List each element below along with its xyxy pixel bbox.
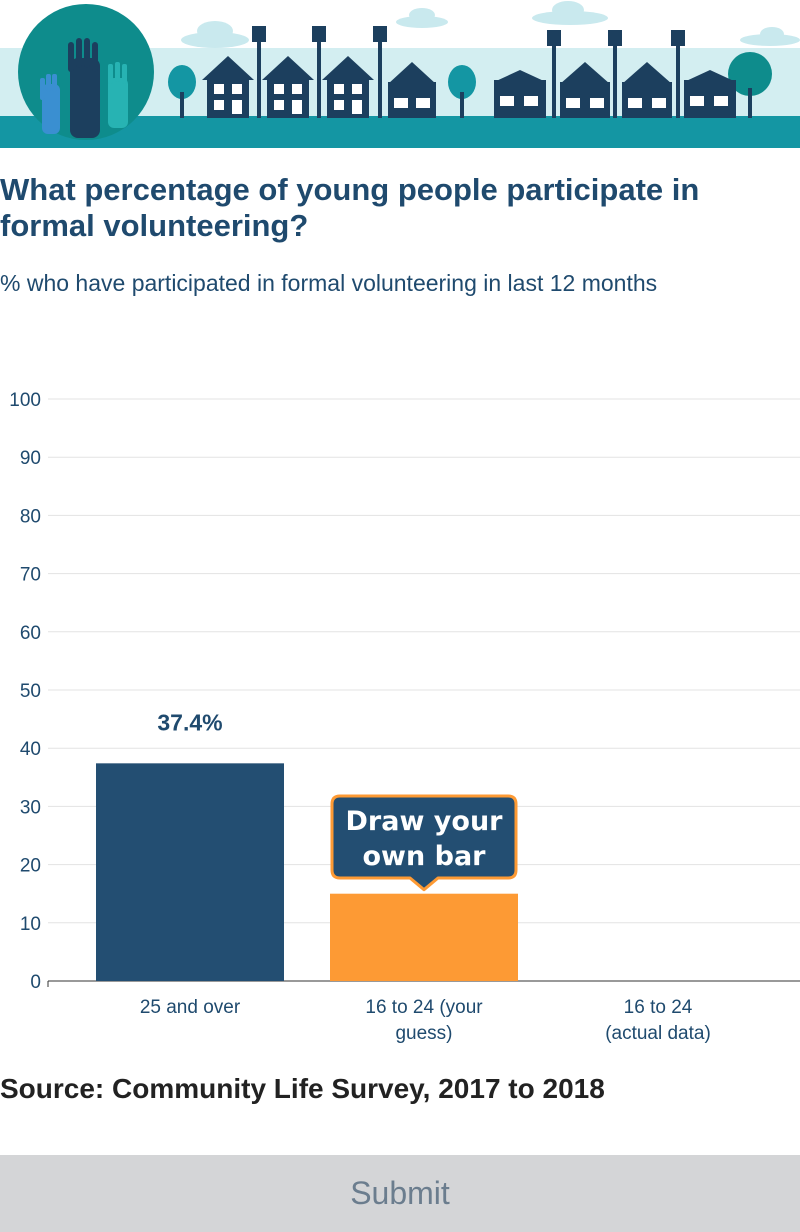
header-banner <box>0 0 800 148</box>
y-tick-label: 60 <box>20 623 41 644</box>
chart-subtitle: % who have participated in formal volunt… <box>0 270 658 296</box>
data-label: 37.4% <box>157 709 222 735</box>
cloud-icons <box>181 1 800 48</box>
bars <box>96 763 518 981</box>
draw-your-own-bar-prompt: Draw your own bar <box>330 794 518 892</box>
speech-bubble <box>330 794 518 892</box>
bar <box>330 893 518 981</box>
source-note: Source: Community Life Survey, 2017 to 2… <box>0 1073 605 1104</box>
y-tick-label: 20 <box>20 856 41 877</box>
y-axis-ticks: 0 10 20 30 40 50 60 70 80 90 100 <box>9 390 41 993</box>
bubble-text: own bar <box>363 841 487 872</box>
bar-chart[interactable]: 0 10 20 30 40 50 60 70 80 90 100 37.4% 25 and over… <box>0 380 800 1060</box>
page-title: What percentage of young people particip… <box>0 172 700 243</box>
data-labels: 37.4% <box>157 709 222 735</box>
y-tick-label: 30 <box>20 797 41 818</box>
tree-icons <box>168 52 772 118</box>
y-tick-label: 70 <box>20 565 41 586</box>
category-label: guess) <box>395 1023 452 1044</box>
y-tick-label: 50 <box>20 681 41 702</box>
category-label: 16 to 24 (your <box>365 997 483 1018</box>
y-tick-label: 100 <box>9 390 41 411</box>
y-tick-label: 0 <box>30 972 41 993</box>
y-tick-label: 10 <box>20 914 41 935</box>
bar <box>96 763 284 981</box>
submit-button[interactable]: Submit <box>0 1155 800 1232</box>
category-label: 16 to 24 <box>624 997 693 1018</box>
hands-icon <box>18 4 154 140</box>
y-tick-label: 40 <box>20 739 41 760</box>
y-tick-label: 80 <box>20 506 41 527</box>
house-icons <box>202 56 736 118</box>
category-label: 25 and over <box>140 997 241 1018</box>
category-label: (actual data) <box>605 1023 711 1044</box>
x-axis-categories: 25 and over 16 to 24 (your guess) 16 to 24 (… <box>140 997 711 1044</box>
y-tick-label: 90 <box>20 448 41 469</box>
bubble-text: Draw your <box>346 806 504 837</box>
lamp-icons <box>252 26 685 118</box>
